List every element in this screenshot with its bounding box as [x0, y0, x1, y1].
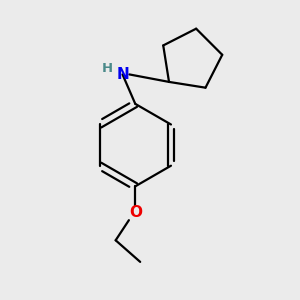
Text: N: N [116, 67, 129, 82]
Text: O: O [129, 205, 142, 220]
Text: H: H [102, 62, 113, 75]
